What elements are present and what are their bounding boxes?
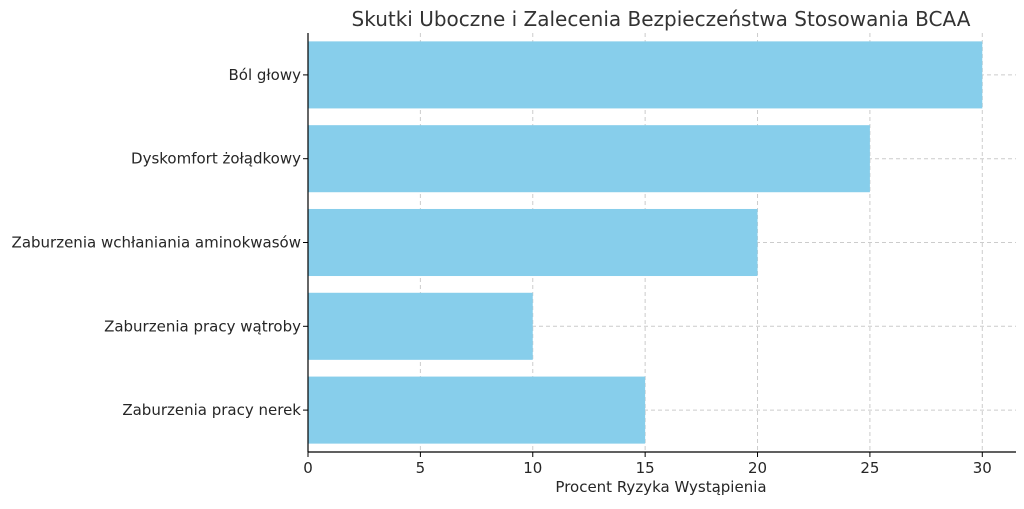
x-tick-label: 0 bbox=[303, 459, 313, 477]
x-tick-label: 15 bbox=[636, 459, 655, 477]
category-label: Zaburzenia pracy nerek bbox=[122, 401, 301, 419]
bar-2 bbox=[308, 208, 758, 277]
bars bbox=[308, 41, 983, 444]
category-label: Zaburzenia pracy wątroby bbox=[104, 317, 301, 335]
bar-1 bbox=[308, 125, 870, 193]
bar-3 bbox=[308, 292, 533, 360]
category-label: Ból głowy bbox=[228, 66, 301, 84]
axes: 0 5 10 15 20 25 30 Ból głowy Dyskomfort żołądkow… bbox=[12, 33, 1016, 477]
category-label: Dyskomfort żołądkowy bbox=[131, 150, 301, 168]
bar-4 bbox=[308, 376, 646, 444]
x-tick-label: 10 bbox=[523, 459, 542, 477]
x-tick-label: 30 bbox=[973, 459, 992, 477]
chart-title: Skutki Uboczne i Zalecenia Bezpieczeństw… bbox=[352, 7, 971, 31]
x-tick-label: 20 bbox=[748, 459, 767, 477]
x-tick-label: 5 bbox=[416, 459, 426, 477]
x-tick-label: 25 bbox=[860, 459, 879, 477]
x-axis-label: Procent Ryzyka Wystąpienia bbox=[555, 478, 766, 496]
category-label: Zaburzenia wchłaniania aminokwasów bbox=[12, 234, 301, 252]
bar-0 bbox=[308, 41, 983, 109]
